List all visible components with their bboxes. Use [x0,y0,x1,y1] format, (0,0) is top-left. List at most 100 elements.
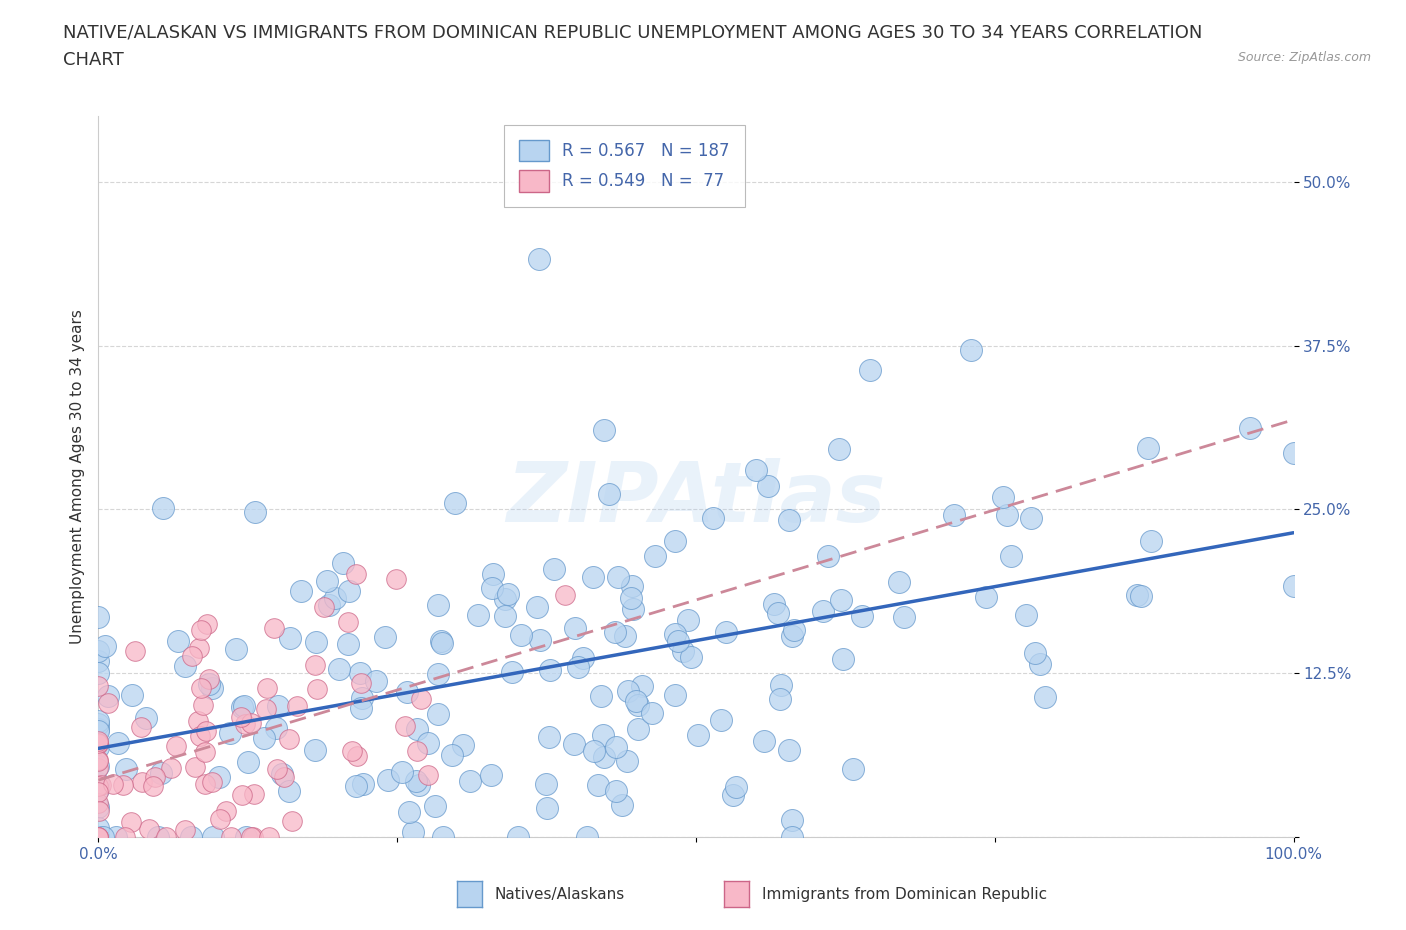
Point [142,778,165,793]
Point [318,597,340,612]
Point [194,777,217,791]
Point [830,592,852,607]
Point [780,830,803,844]
Point [305,635,328,650]
Point [995,508,1018,523]
Point [752,734,775,749]
Point [87,800,110,815]
Point [405,722,427,737]
Point [501,664,523,679]
Point [273,769,295,784]
Point [307,682,329,697]
Point [87,610,110,625]
Point [148,830,170,844]
Point [384,571,406,586]
Point [398,804,420,819]
Point [239,830,262,844]
Point [723,788,745,803]
Point [143,769,166,784]
Point [756,479,779,494]
Text: ZIPAtlas: ZIPAtlas [506,458,886,538]
Point [87,830,110,844]
Point [1282,578,1305,593]
Point [666,634,689,649]
Point [87,776,110,790]
Point [264,721,287,736]
Point [208,769,231,784]
Point [188,728,211,743]
Point [238,754,260,769]
Point [278,784,301,799]
Point [184,760,207,775]
Point [710,712,733,727]
Point [218,725,240,740]
Point [510,628,533,643]
Point [344,778,367,793]
Point [494,609,516,624]
Point [1024,645,1046,660]
Point [114,762,136,777]
Point [114,830,136,844]
Point [1015,607,1038,622]
Point [672,644,695,658]
Point [554,588,576,603]
Point [409,692,432,707]
Point [190,623,212,638]
Point [198,671,221,686]
Point [1140,534,1163,549]
Point [562,737,585,751]
Point [166,634,188,649]
Point [263,621,285,636]
Point [841,762,863,777]
Point [688,727,710,742]
Point [641,706,664,721]
Point [219,830,242,844]
Point [536,800,558,815]
Point [209,811,232,826]
Point [337,584,360,599]
Point [194,744,217,759]
Point [239,716,262,731]
Point [481,566,503,581]
Point [430,635,453,650]
Point [1136,441,1159,456]
Point [610,798,633,813]
Point [201,774,224,789]
Point [112,777,135,792]
Point [534,777,557,791]
Point [87,795,110,810]
Point [589,688,612,703]
Point [582,570,605,585]
Point [87,782,110,797]
Text: NATIVE/ALASKAN VS IMMIGRANTS FROM DOMINICAN REPUBLIC UNEMPLOYMENT AMONG AGES 30 : NATIVE/ALASKAN VS IMMIGRANTS FROM DOMINI… [63,23,1202,41]
Point [336,615,359,630]
Point [87,784,110,799]
Point [94,639,117,654]
Point [266,762,288,777]
Point [575,830,598,844]
Point [479,767,502,782]
Point [768,606,790,621]
Point [770,677,793,692]
Point [616,684,638,698]
Point [1130,589,1153,604]
Point [762,596,785,611]
Point [1029,656,1052,671]
Point [87,735,110,750]
Point [627,698,650,712]
Point [664,627,686,642]
Point [97,695,120,710]
Point [427,706,450,721]
Point [959,342,981,357]
Point [290,583,312,598]
Point [620,578,643,593]
Point [87,724,110,738]
Point [543,561,565,576]
Point [350,690,373,705]
Point [90,778,112,793]
Point [644,549,666,564]
Point [97,689,120,704]
Point [664,688,686,703]
Point [394,718,416,733]
Point [150,765,173,780]
